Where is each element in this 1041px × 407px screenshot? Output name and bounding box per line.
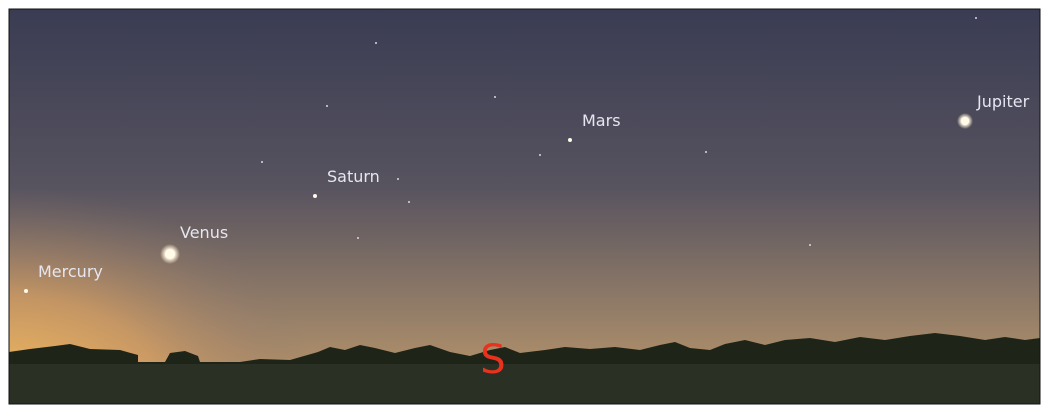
planet-label: Saturn <box>327 167 380 186</box>
star <box>375 42 377 44</box>
cardinal-label: S <box>480 337 505 383</box>
star <box>539 154 541 156</box>
page: MercuryVenusSaturnMarsJupiter S (() => {… <box>0 0 1041 407</box>
star <box>261 161 263 163</box>
ground <box>9 362 1040 404</box>
planet <box>24 289 28 293</box>
star <box>397 178 399 180</box>
planet-label: Jupiter <box>976 92 1030 111</box>
star <box>809 244 811 246</box>
planet <box>313 194 317 198</box>
planet <box>568 138 572 142</box>
planet <box>961 117 969 125</box>
planet-label: Mars <box>582 111 621 130</box>
planet-label: Venus <box>180 223 228 242</box>
sky-view: Mercury Venus Saturn Mars Jupiter S <box>0 0 1041 407</box>
planet-label: Mercury <box>38 262 103 281</box>
star <box>326 105 328 107</box>
star <box>494 96 496 98</box>
star <box>357 237 359 239</box>
star <box>705 151 707 153</box>
star <box>408 201 410 203</box>
star <box>975 17 977 19</box>
planet <box>165 249 175 259</box>
